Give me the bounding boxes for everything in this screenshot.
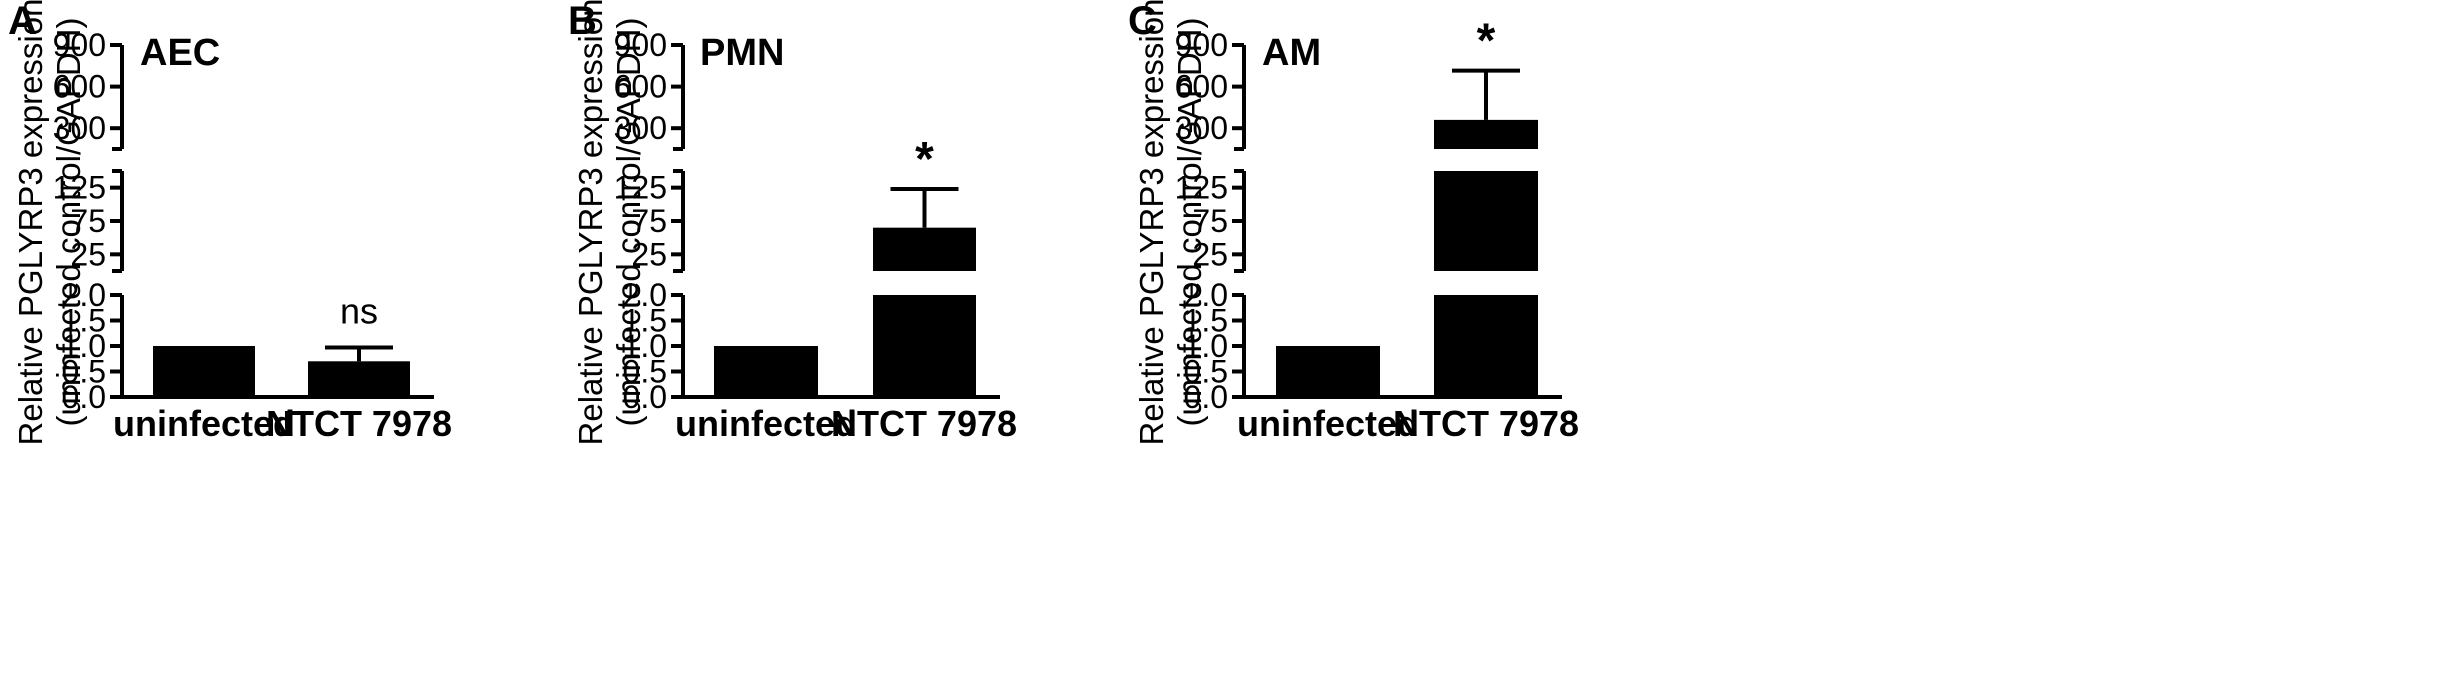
y-tick-label: 0.0 xyxy=(62,379,106,415)
y-tick-label: 300 xyxy=(1175,110,1228,146)
bar-uninfected xyxy=(153,346,255,397)
bar-ntct-7978 xyxy=(308,361,410,397)
y-tick-label: 300 xyxy=(53,110,106,146)
y-tick-label: 75 xyxy=(70,203,106,239)
y-axis-title-line1: Relative PGLYRP3 expression xyxy=(1133,0,1170,445)
y-tick-label: 0.0 xyxy=(1184,379,1228,415)
x-category-label: NTCT 7978 xyxy=(1393,403,1579,444)
y-tick-label: 600 xyxy=(614,69,667,105)
y-tick-label: 2.0 xyxy=(623,277,667,313)
y-tick-label: 600 xyxy=(1175,69,1228,105)
bar-uninfected xyxy=(1276,346,1380,397)
y-tick-label: 0.5 xyxy=(62,354,106,390)
y-tick-label: 1.5 xyxy=(62,303,106,339)
bar-ntct-7978 xyxy=(1434,171,1538,271)
y-tick-label: 2.0 xyxy=(1184,277,1228,313)
y-tick-label: 25 xyxy=(1192,236,1228,272)
x-category-label: uninfected xyxy=(1237,403,1419,444)
y-axis-title-line1: Relative PGLYRP3 expression xyxy=(572,0,609,445)
x-category-label: uninfected xyxy=(675,403,857,444)
y-tick-label: 125 xyxy=(1175,170,1228,206)
y-axis-title-line1: Relative PGLYRP3 expression xyxy=(12,0,49,445)
y-tick-label: 25 xyxy=(70,236,106,272)
y-axis-title-line2: (uninfected control/GAPDH) xyxy=(1171,17,1208,426)
y-tick-label: 2.0 xyxy=(62,277,106,313)
y-tick-label: 75 xyxy=(1192,203,1228,239)
chart-panel-b: B PMN Relative PGLYRP3 expression (uninfect… xyxy=(568,0,1017,445)
y-tick-label: 125 xyxy=(53,170,106,206)
chart-panel-c: C AM Relative PGLYRP3 expression (uninfecte… xyxy=(1128,0,1579,445)
significance-label: ns xyxy=(340,291,378,332)
y-tick-label: 1.5 xyxy=(623,303,667,339)
chart-panel-a: A AEC Relative PGLYRP3 expression (uninfect… xyxy=(8,0,452,445)
y-tick-label: 1.0 xyxy=(623,328,667,364)
panel-letter: A xyxy=(8,0,37,43)
y-tick-label: 900 xyxy=(1175,27,1228,63)
x-category-label: uninfected xyxy=(113,403,295,444)
x-category-label: NTCT 7978 xyxy=(831,403,1017,444)
y-tick-label: 0.0 xyxy=(623,379,667,415)
bar-uninfected xyxy=(714,346,818,397)
cell-type-label: PMN xyxy=(700,32,784,74)
y-tick-label: 900 xyxy=(53,27,106,63)
y-tick-label: 25 xyxy=(631,236,667,272)
y-tick-label: 900 xyxy=(614,27,667,63)
bar-ntct-7978 xyxy=(1434,119,1538,149)
y-axis-title-line2: (uninfected control/GAPDH) xyxy=(50,17,87,426)
bar-ntct-7978 xyxy=(873,295,976,397)
significance-label: * xyxy=(1477,15,1496,68)
x-category-label: NTCT 7978 xyxy=(266,403,452,444)
y-tick-label: 300 xyxy=(614,110,667,146)
y-tick-label: 1.0 xyxy=(62,328,106,364)
y-tick-label: 75 xyxy=(631,203,667,239)
cell-type-label: AEC xyxy=(140,32,220,74)
y-tick-label: 600 xyxy=(53,69,106,105)
bar-ntct-7978 xyxy=(1434,295,1538,397)
panel-letter: B xyxy=(568,0,597,43)
y-tick-label: 1.0 xyxy=(1184,328,1228,364)
y-axis-title-line2: (uninfected control/GAPDH) xyxy=(610,17,647,426)
y-tick-label: 125 xyxy=(614,170,667,206)
y-tick-label: 0.5 xyxy=(1184,354,1228,390)
bar-ntct-7978 xyxy=(873,227,976,271)
panel-letter: C xyxy=(1128,0,1157,43)
significance-label: * xyxy=(915,133,934,186)
y-tick-label: 1.5 xyxy=(1184,303,1228,339)
y-tick-label: 0.5 xyxy=(623,354,667,390)
cell-type-label: AM xyxy=(1262,32,1321,74)
